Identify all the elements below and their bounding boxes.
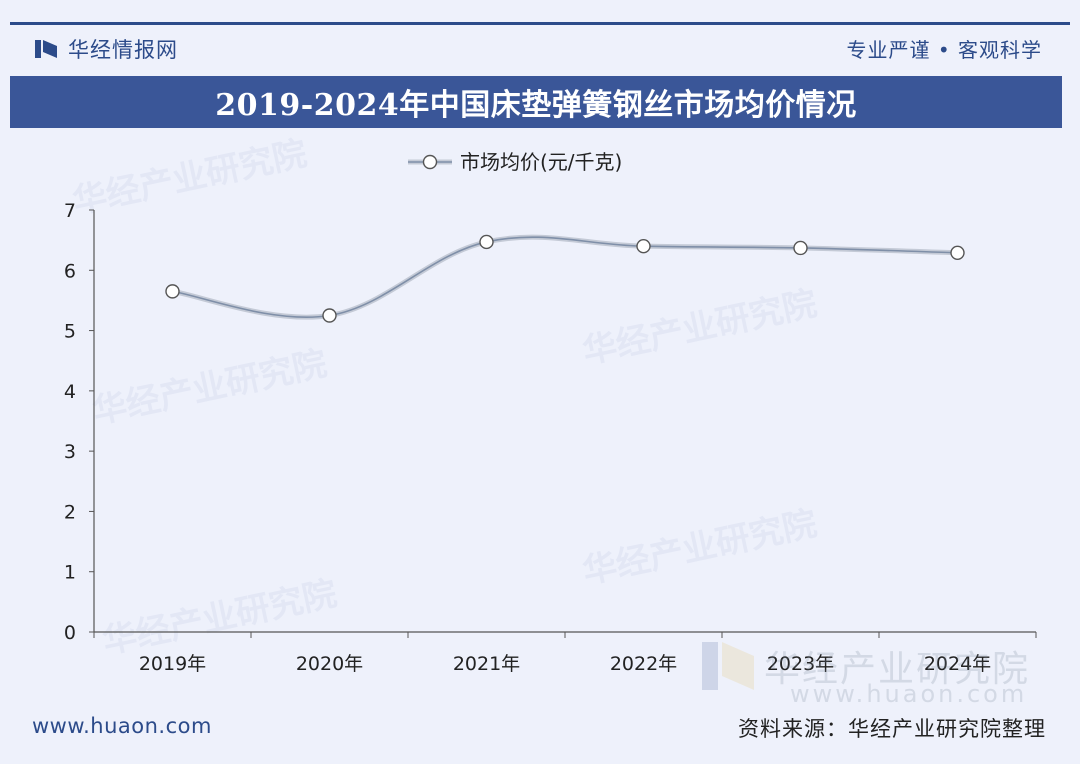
x-tick-label: 2022年	[610, 653, 677, 675]
data-point	[322, 308, 337, 323]
brand-logo-icon	[35, 40, 57, 58]
x-tick-label: 2023年	[767, 653, 834, 675]
chart-title: 2019-2024年中国床垫弹簧钢丝市场均价情况	[215, 88, 857, 123]
footer-site-link[interactable]: www.huaon.com	[32, 714, 212, 738]
legend-label: 市场均价(元/千克)	[460, 150, 622, 174]
data-point	[636, 238, 651, 254]
y-tick-label: 2	[64, 501, 76, 523]
data-point	[793, 240, 808, 256]
brand-slogan: 专业严谨 • 客观科学	[846, 38, 1042, 62]
y-tick-label: 5	[64, 321, 76, 343]
data-point	[479, 234, 494, 250]
legend-marker	[422, 154, 438, 170]
axes: 0 1 2 3 4 5 6 7 2019年 2020年 2021年 2022年 2023年 2024年	[64, 200, 1037, 675]
line-chart: 市场均价(元/千克) 0 1 2 3 4 5 6 7 2019年 2020年 2021年 2022年 2…	[64, 150, 1037, 675]
title-bar: 2019-2024年中国床垫弹簧钢丝市场均价情况	[10, 76, 1062, 128]
legend: 市场均价(元/千克)	[408, 150, 622, 174]
data-point	[165, 284, 180, 299]
x-tick-label: 2020年	[296, 653, 363, 675]
x-tick-label: 2021年	[453, 653, 520, 675]
top-rule	[10, 22, 1070, 25]
y-tick-label: 7	[64, 200, 76, 222]
footer-source: 资料来源：华经产业研究院整理	[738, 717, 1046, 741]
y-tick-label: 6	[64, 260, 76, 282]
data-point	[950, 245, 965, 261]
y-tick-label: 1	[64, 562, 76, 584]
series-layer	[165, 234, 965, 323]
series-line	[172, 236, 958, 318]
brand: 华经情报网	[34, 34, 178, 64]
y-tick-label: 0	[64, 622, 76, 644]
brand-name: 华经情报网	[68, 38, 178, 62]
x-tick-label: 2019年	[139, 653, 206, 675]
y-tick-label: 4	[64, 381, 76, 403]
x-tick-label: 2024年	[924, 653, 991, 675]
y-tick-label: 3	[64, 441, 76, 463]
